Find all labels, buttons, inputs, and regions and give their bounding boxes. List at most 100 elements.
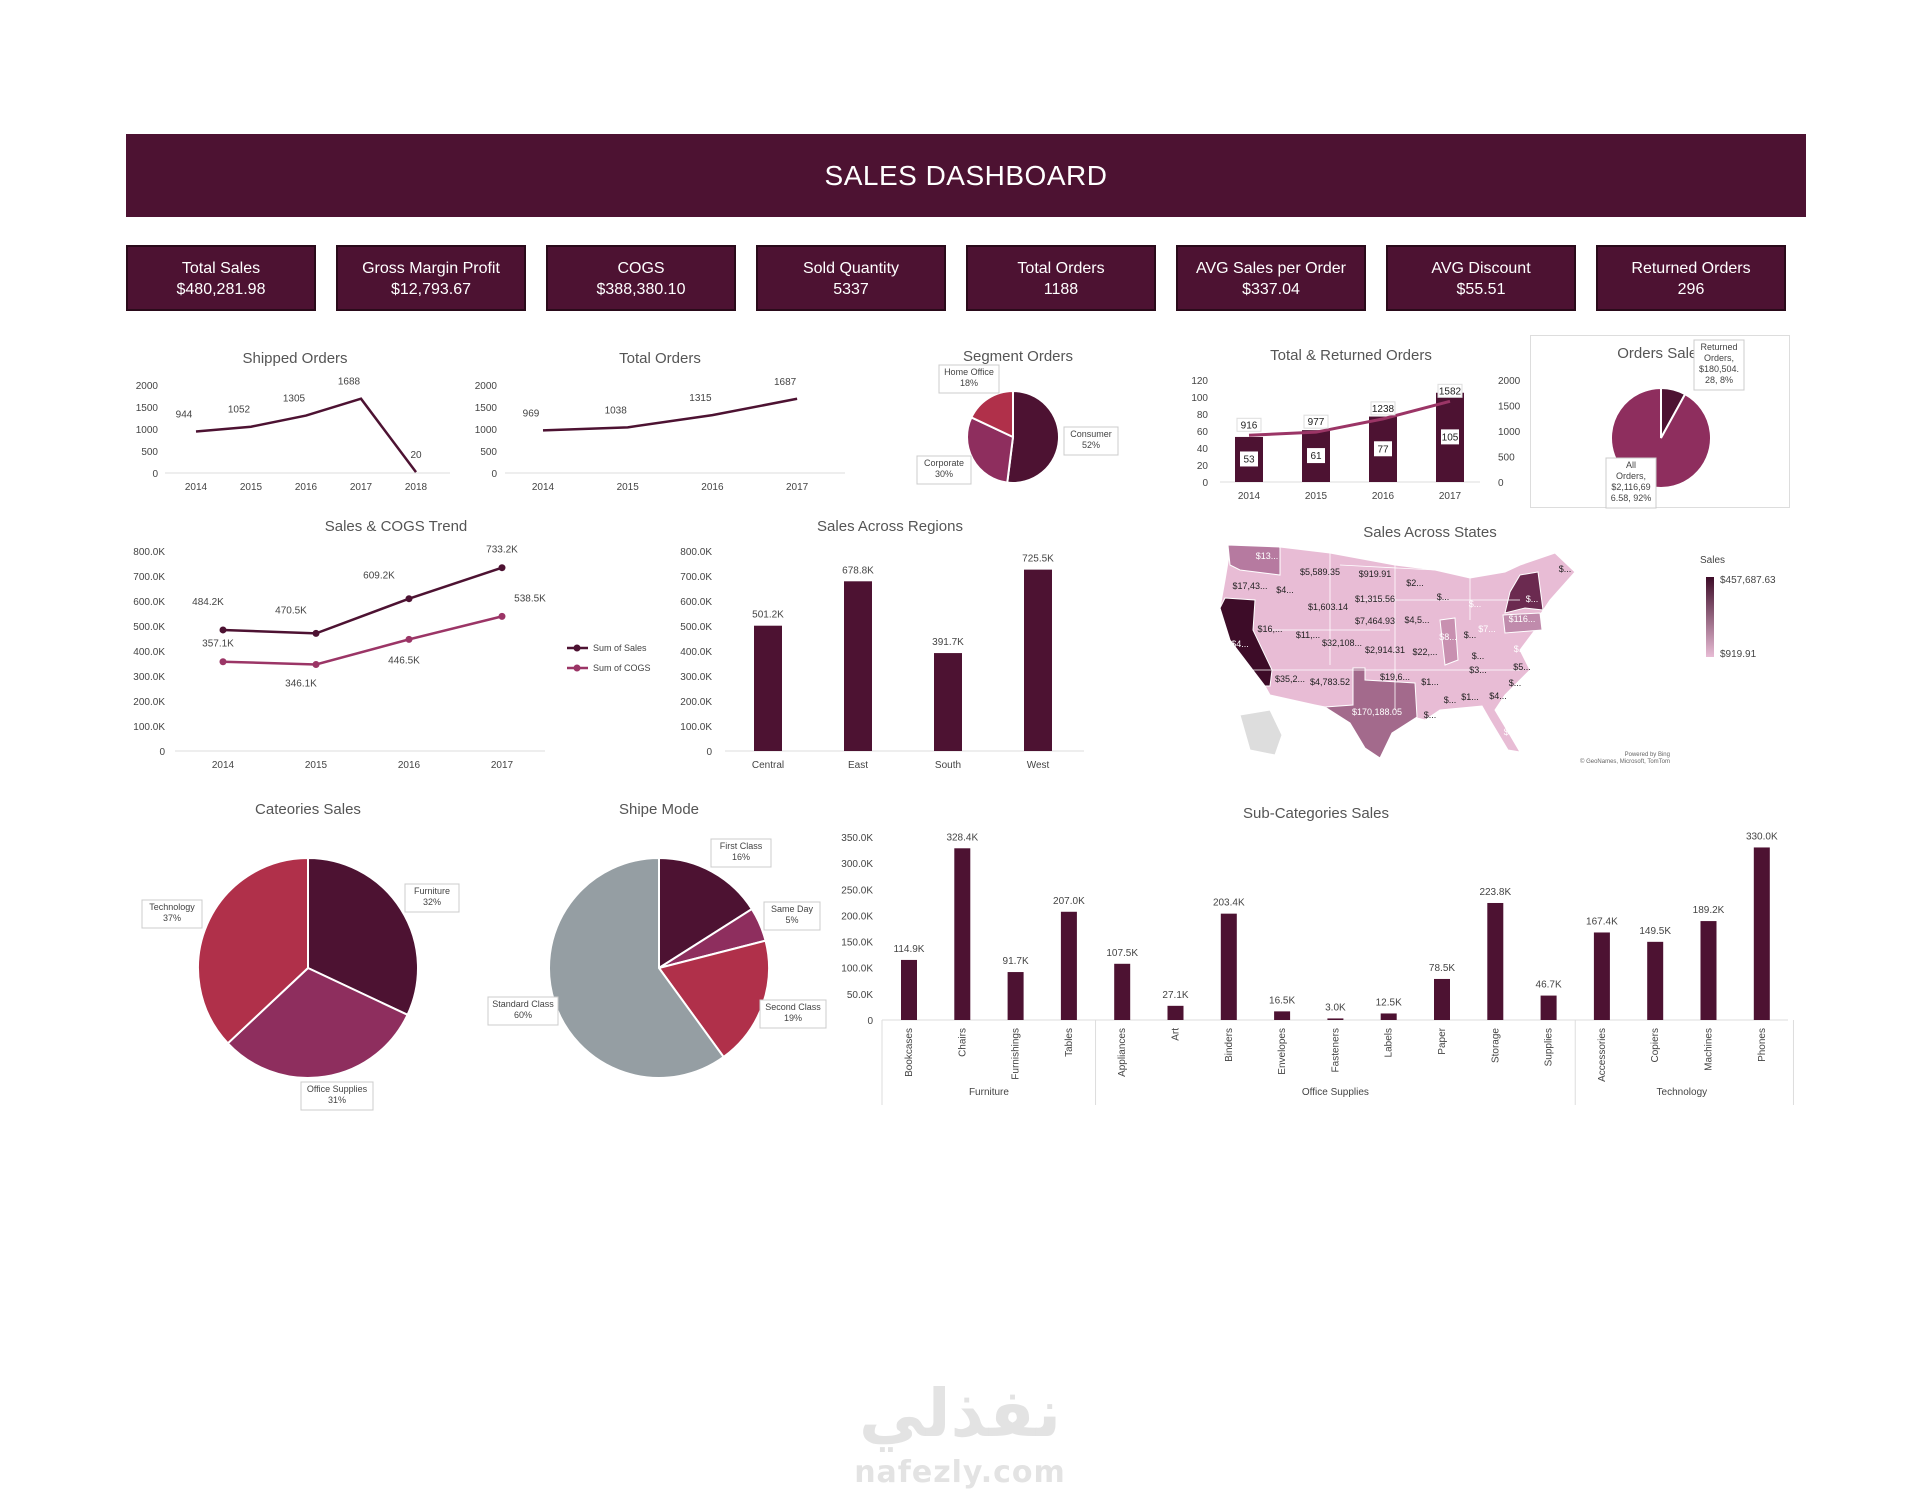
x-tick-label: Tables (1064, 1028, 1075, 1057)
x-tick-label: Central (752, 760, 784, 771)
state-value-label: $... (1437, 592, 1450, 602)
y-tick-label: 0 (152, 469, 158, 480)
x-tick-label: 2017 (786, 482, 809, 493)
data-label: 223.8K (1479, 887, 1511, 898)
y-tick-label: 0 (159, 747, 165, 758)
series-line (1249, 401, 1450, 435)
x-tick-label: Copiers (1650, 1028, 1661, 1062)
x-tick-label: 2015 (240, 482, 263, 493)
y-tick-label: 1500 (475, 403, 498, 414)
bar (1061, 912, 1077, 1020)
y-tick-label: 500 (480, 447, 497, 458)
map-legend-gradient (1706, 577, 1714, 657)
x-tick-label: Storage (1490, 1028, 1501, 1063)
y-tick-label: 200.0K (841, 911, 873, 922)
pie-label-text: 5% (785, 915, 798, 925)
x-tick-label: Furnishings (1011, 1028, 1022, 1080)
y-tick-label-left: 80 (1197, 410, 1209, 421)
bar (954, 848, 970, 1020)
x-tick-label: Appliances (1117, 1028, 1128, 1077)
state-value-label: $3... (1469, 665, 1487, 675)
data-label: 678.8K (842, 565, 874, 576)
pie-label-text: 30% (935, 469, 953, 479)
kpi-value: $12,793.67 (338, 279, 524, 300)
chart-title: Total Orders (619, 350, 701, 367)
pie-label-text: 37% (163, 913, 181, 923)
x-tick-label: 2015 (617, 482, 640, 493)
x-tick-label: 2018 (405, 482, 428, 493)
state-value-label: $... (1444, 695, 1457, 705)
chart-title: Orders Sales (1617, 345, 1705, 362)
series-line (223, 616, 502, 664)
data-point (499, 564, 506, 571)
x-tick-label: 2017 (491, 760, 514, 771)
x-tick-label: 2016 (295, 482, 318, 493)
kpi-value: 5337 (758, 279, 944, 300)
state-value-label: $... (1509, 678, 1522, 688)
data-label: 107.5K (1106, 948, 1138, 959)
bar (1327, 1018, 1343, 1020)
x-tick-label: 2014 (1238, 491, 1261, 502)
x-tick-label: Supplies (1544, 1028, 1555, 1066)
state-value-label: $... (1469, 599, 1482, 609)
y-tick-label-left: 60 (1197, 427, 1209, 438)
x-tick-label: 2016 (398, 760, 421, 771)
map-legend: Sales $457,687.63 $919.91 (1700, 555, 1725, 566)
data-label: 1688 (338, 377, 361, 388)
x-tick-label: West (1027, 760, 1050, 771)
state-value-label: $4,5... (1404, 615, 1429, 625)
x-tick-label: South (935, 760, 961, 771)
data-label: 16.5K (1269, 995, 1295, 1006)
y-tick-label: 300.0K (133, 672, 165, 683)
chart-title: Shipe Mode (619, 801, 699, 818)
chart-title: Cateories Sales (255, 801, 361, 818)
data-label: 538.5K (514, 593, 546, 604)
page-title: SALES DASHBOARD (825, 160, 1108, 192)
bar (754, 626, 782, 751)
sales-states-map[interactable]: Sales Across States$13...$5,589.35$919.9… (1220, 520, 1720, 780)
data-label: 203.4K (1213, 898, 1245, 909)
y-tick-label: 100.0K (133, 722, 165, 733)
kpi-card: Total Sales$480,281.98 (126, 245, 316, 311)
pie-label-text: 28, 8% (1705, 375, 1733, 385)
state-value-label: $4... (1489, 691, 1507, 701)
data-label: 357.1K (202, 639, 234, 650)
chart-title: Shipped Orders (242, 350, 347, 367)
total-returned-orders-chart: Total & Returned Orders02040608010012005… (1180, 345, 1520, 505)
sales-cogs-trend-chart: Sales & COGS Trend0100.0K200.0K300.0K400… (120, 515, 680, 780)
y-tick-label: 1500 (136, 403, 159, 414)
pie-label-text: Second Class (765, 1002, 821, 1012)
data-point (220, 658, 227, 665)
kpi-label: Gross Margin Profit (338, 258, 524, 279)
state-value-label: $17,43... (1232, 581, 1267, 591)
data-label: 3.0K (1325, 1002, 1346, 1013)
y-tick-label: 700.0K (133, 572, 165, 583)
y-tick-label: 700.0K (680, 572, 712, 583)
kpi-value: $337.04 (1178, 279, 1364, 300)
pie-label-text: Returned (1700, 342, 1737, 352)
map-legend-max: $457,687.63 (1720, 575, 1776, 586)
pie-label-text: Home Office (944, 367, 994, 377)
y-tick-label: 500.0K (680, 622, 712, 633)
state-value-label: $8... (1439, 632, 1457, 642)
pie-label-text: All (1626, 460, 1636, 470)
y-tick-label: 400.0K (680, 647, 712, 658)
x-tick-label: 2016 (701, 482, 724, 493)
sub-categories-sales-chart: Sub-Categories Sales050.0K100.0K150.0K20… (840, 800, 1800, 1110)
y-tick-label: 300.0K (680, 672, 712, 683)
pie-label-text: Consumer (1070, 429, 1112, 439)
bar-label: 77 (1377, 444, 1389, 455)
state-value-label: $2... (1406, 578, 1424, 588)
data-point (220, 626, 227, 633)
kpi-card: AVG Discount$55.51 (1386, 245, 1576, 311)
data-label: 207.0K (1053, 896, 1085, 907)
y-tick-label: 100.0K (680, 722, 712, 733)
y-tick-label: 400.0K (133, 647, 165, 658)
line-label: 1582 (1439, 386, 1462, 397)
kpi-label: Total Sales (128, 258, 314, 279)
y-tick-label-left: 0 (1202, 478, 1208, 489)
kpi-label: AVG Discount (1388, 258, 1574, 279)
map-legend-min: $919.91 (1720, 649, 1756, 660)
data-label: 167.4K (1586, 916, 1618, 927)
